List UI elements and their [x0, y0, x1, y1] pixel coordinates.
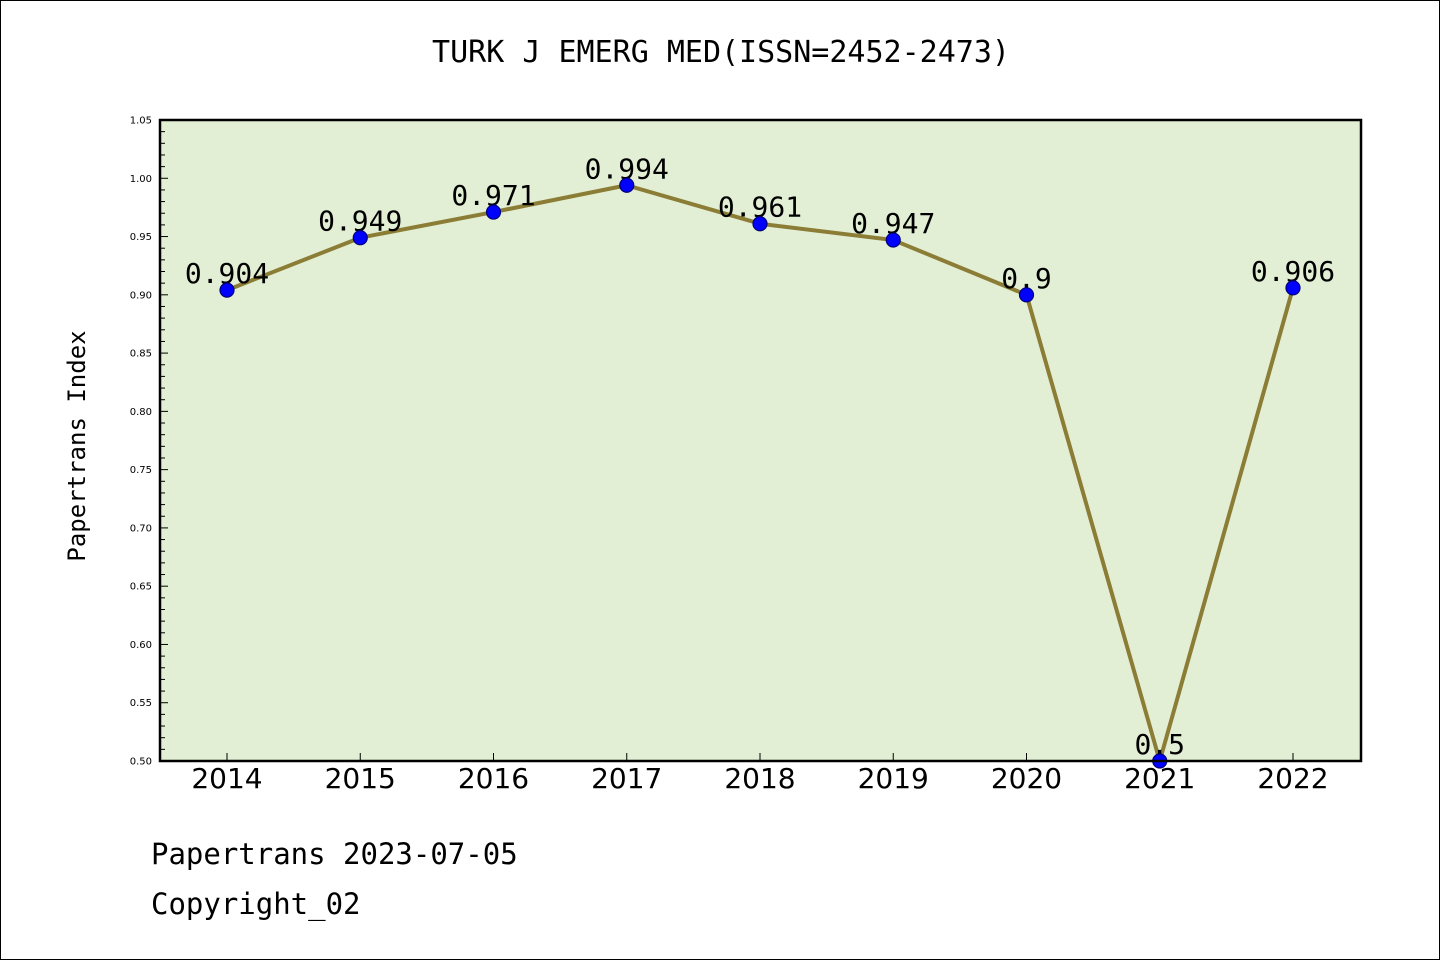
x-tick-label: 2015	[325, 762, 396, 795]
data-point-marker	[1285, 280, 1301, 296]
y-tick-label: 1.00	[130, 174, 152, 185]
y-tick-label: 1.05	[130, 116, 152, 127]
x-tick-label: 2019	[858, 762, 929, 795]
data-point-marker	[485, 204, 502, 220]
y-tick-label: 0.85	[130, 349, 152, 360]
y-tick-label: 0.70	[130, 523, 152, 534]
plot-border	[158, 118, 1363, 763]
y-axis-label: Papertrans Index	[63, 330, 91, 561]
footer-date: Papertrans 2023-07-05	[151, 837, 518, 871]
footer-copyright: Copyright_02	[151, 887, 361, 921]
data-point-marker	[352, 230, 368, 246]
x-tick-label: 2014	[191, 762, 262, 795]
data-point-marker	[1018, 287, 1035, 303]
y-tick-label: 0.80	[130, 407, 152, 418]
y-tick-label: 0.90	[130, 290, 152, 301]
data-point-marker	[219, 282, 235, 298]
x-tick-label: 2018	[724, 762, 795, 795]
y-tick-label: 0.60	[130, 640, 152, 651]
x-axis-ticks: 2014 2015 2016 2017 2018 2019 2020 2021 2022	[191, 753, 1329, 795]
x-tick-label: 2016	[458, 762, 529, 795]
y-tick-label: 0.75	[130, 465, 152, 476]
data-markers	[219, 177, 1301, 769]
x-tick-label: 2022	[1257, 762, 1328, 795]
y-tick-label: 0.50	[130, 757, 152, 768]
y-axis-ticks: 0.50 0.55 0.60 0.65 0.70 0.75 0.80 0.85 0.90 0.95…	[130, 116, 168, 768]
chart-title: TURK J EMERG MED(ISSN=2452-2473)	[432, 35, 1010, 70]
data-point-marker	[885, 232, 901, 248]
data-point-marker	[619, 177, 635, 193]
y-tick-label: 0.55	[130, 698, 152, 709]
x-tick-label: 2020	[991, 762, 1062, 795]
x-tick-label: 2017	[591, 762, 662, 795]
data-point-marker	[752, 216, 768, 232]
y-tick-label: 0.95	[130, 232, 152, 243]
y-tick-label: 0.65	[130, 582, 152, 593]
